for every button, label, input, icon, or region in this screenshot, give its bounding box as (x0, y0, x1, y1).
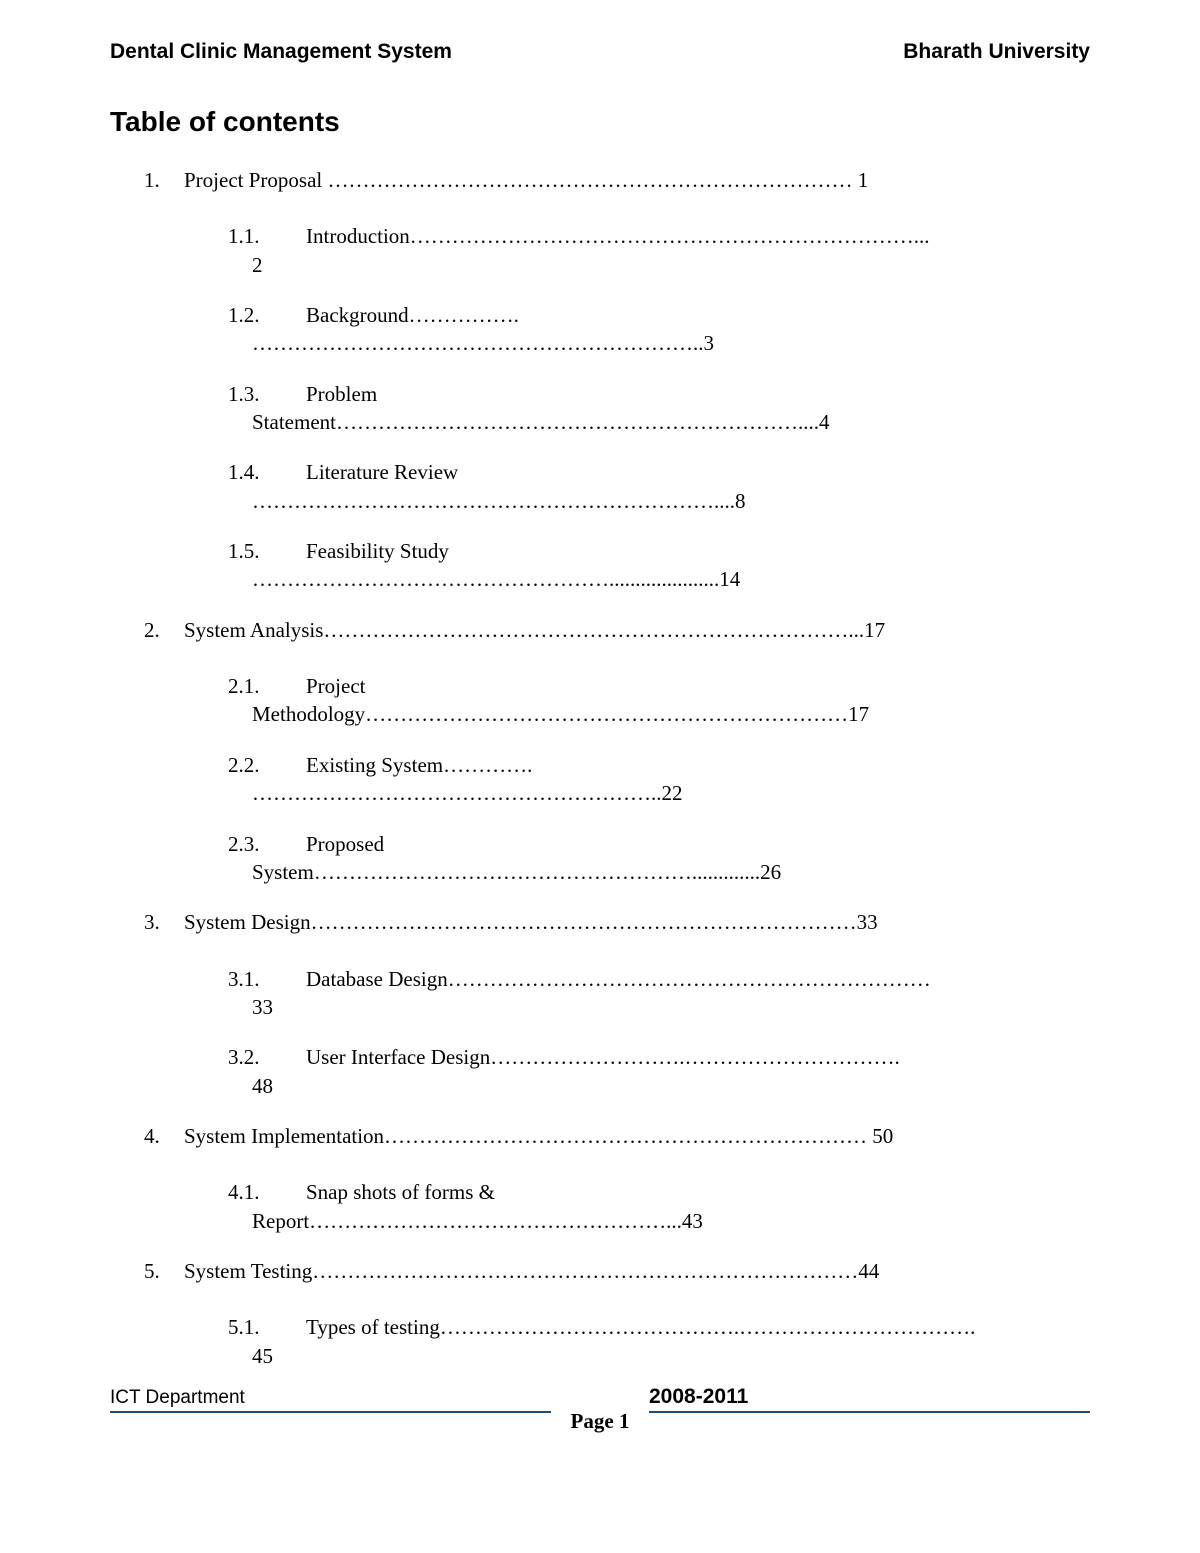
toc-subsection: 1.1.Introduction………………………………………………………………… (228, 222, 1090, 279)
toc-subsection: 2.1.ProjectMethodology………………………………………………… (228, 672, 1090, 729)
toc-subsection-number: 2.2. (228, 751, 306, 779)
toc-subsection-number: 1.5. (228, 537, 306, 565)
toc-subsection-number: 4.1. (228, 1178, 306, 1206)
toc-title: Table of contents (110, 106, 1090, 138)
toc-subsection: 3.1. Database Design……………………………………………………… (228, 965, 1090, 1022)
toc-section-number: 1. (144, 166, 184, 194)
toc-subsection-number: 1.3. (228, 380, 306, 408)
toc-subsection-line2: 48 (252, 1072, 1090, 1100)
toc-subsection: 2.2. Existing System………….………………………………………… (228, 751, 1090, 808)
toc-section-number: 3. (144, 908, 184, 936)
toc-section: 4.System Implementation……………………………………………… (144, 1122, 1090, 1150)
toc-section: 3.System Design…………………………………………………………………… (144, 908, 1090, 936)
table-of-contents: 1.Project Proposal ………………………………………………………… (110, 166, 1090, 1370)
toc-subsection-number: 5.1. (228, 1313, 306, 1341)
toc-section: 1.Project Proposal ………………………………………………………… (144, 166, 1090, 194)
toc-subsection-line2: …………………………………………………..22 (252, 779, 1090, 807)
toc-subsection: 1.4.Literature Review…………………………………………………… (228, 458, 1090, 515)
toc-subsection-title: Feasibility Study (306, 537, 1090, 565)
toc-subsection-number: 2.1. (228, 672, 306, 700)
toc-subsection: 1.2.Background…………….……………………………………………………… (228, 301, 1090, 358)
toc-subsection: 3.2.User Interface Design……………………….……………… (228, 1043, 1090, 1100)
toc-section-title: System Analysis…………………………………………………………………… (184, 616, 1090, 644)
toc-subsection: 1.5. Feasibility Study…………………………………………….… (228, 537, 1090, 594)
toc-subsection-line2: 33 (252, 993, 1090, 1021)
toc-subsection-title: Project (306, 672, 1090, 700)
toc-subsection-title: Snap shots of forms & (306, 1178, 1090, 1206)
toc-subsection-continuation: System……………………………………………….............26 (252, 858, 1090, 886)
toc-subsection-line2: …………………………………………………………....8 (252, 487, 1090, 515)
toc-subsection-line2: 2 (252, 251, 1090, 279)
toc-section-title: System Design……………………………………………………………………3… (184, 908, 1090, 936)
page-footer: ICT Department 2008-2011 Page 1 (110, 1385, 1090, 1413)
toc-subsection-title: Problem (306, 380, 1090, 408)
toc-subsection: 4.1.Snap shots of forms &Report………………………… (228, 1178, 1090, 1235)
header-right: Bharath University (903, 40, 1090, 64)
toc-section-number: 5. (144, 1257, 184, 1285)
toc-subsection: 5.1.Types of testing…………………………………….……………… (228, 1313, 1090, 1370)
toc-section-title: System Testing……………………………………………………………………… (184, 1257, 1090, 1285)
footer-page-number: Page 1 (110, 1409, 1090, 1434)
toc-section-title: System Implementation…………………………………………………… (184, 1122, 1090, 1150)
toc-subsection-continuation: Report……………………………………………...43 (252, 1207, 1090, 1235)
toc-section: 2.System Analysis……………………………………………………………… (144, 616, 1090, 644)
toc-section-number: 2. (144, 616, 184, 644)
toc-subsection: 1.3.ProblemStatement……………………………………………………… (228, 380, 1090, 437)
toc-subsection-line2: ………………………………………………………..3 (252, 329, 1090, 357)
page-header: Dental Clinic Management System Bharath … (110, 40, 1090, 64)
toc-subsection-title: Background……………. (306, 301, 1090, 329)
toc-subsection-number: 3.1. (228, 965, 306, 993)
toc-section-title: Project Proposal ……………………………………………………………… (184, 166, 1090, 194)
toc-subsection-title: Literature Review (306, 458, 1090, 486)
toc-subsection-title: Existing System…………. (306, 751, 1090, 779)
toc-subsection-title: User Interface Design……………………….………………………… (306, 1043, 1090, 1071)
toc-subsection-title: Proposed (306, 830, 1090, 858)
toc-subsection-title: Database Design…………………………………………………………… (306, 965, 1090, 993)
header-left: Dental Clinic Management System (110, 40, 452, 64)
toc-section: 5.System Testing………………………………………………………………… (144, 1257, 1090, 1285)
toc-subsection-line2: …………………………………………….....................14 (252, 565, 1090, 593)
toc-subsection-number: 2.3. (228, 830, 306, 858)
toc-subsection-number: 3.2. (228, 1043, 306, 1071)
toc-subsection-number: 1.1. (228, 222, 306, 250)
toc-subsection-title: Types of testing…………………………………….………………………… (306, 1313, 1090, 1341)
toc-subsection: 2.3.ProposedSystem………………………………………………....… (228, 830, 1090, 887)
toc-subsection-continuation: Statement…………………………………………………………....4 (252, 408, 1090, 436)
toc-subsection-continuation: Methodology……………………………………………………………17 (252, 700, 1090, 728)
toc-subsection-line2: 45 (252, 1342, 1090, 1370)
toc-subsection-title: Introduction………………………………………………………………... (306, 222, 1090, 250)
toc-subsection-number: 1.4. (228, 458, 306, 486)
toc-subsection-number: 1.2. (228, 301, 306, 329)
toc-section-number: 4. (144, 1122, 184, 1150)
